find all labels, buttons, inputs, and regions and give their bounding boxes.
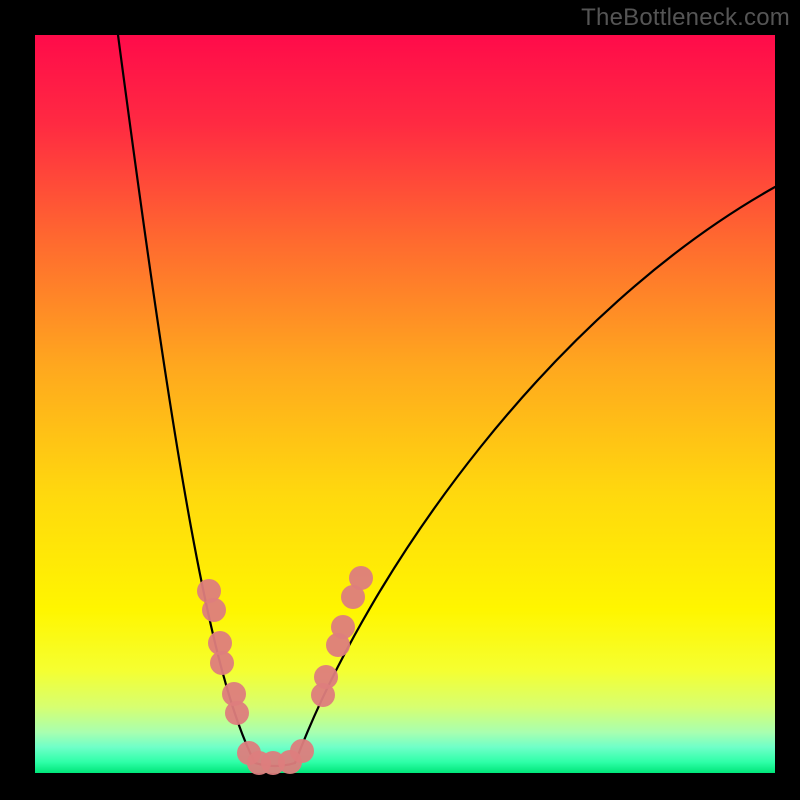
data-point <box>210 651 234 675</box>
data-point <box>202 598 226 622</box>
plot-area <box>35 35 775 773</box>
background-gradient <box>35 35 775 773</box>
data-point <box>314 665 338 689</box>
data-point <box>225 701 249 725</box>
data-point <box>331 615 355 639</box>
data-point <box>290 739 314 763</box>
watermark-text: TheBottleneck.com <box>581 4 790 32</box>
data-point <box>349 566 373 590</box>
